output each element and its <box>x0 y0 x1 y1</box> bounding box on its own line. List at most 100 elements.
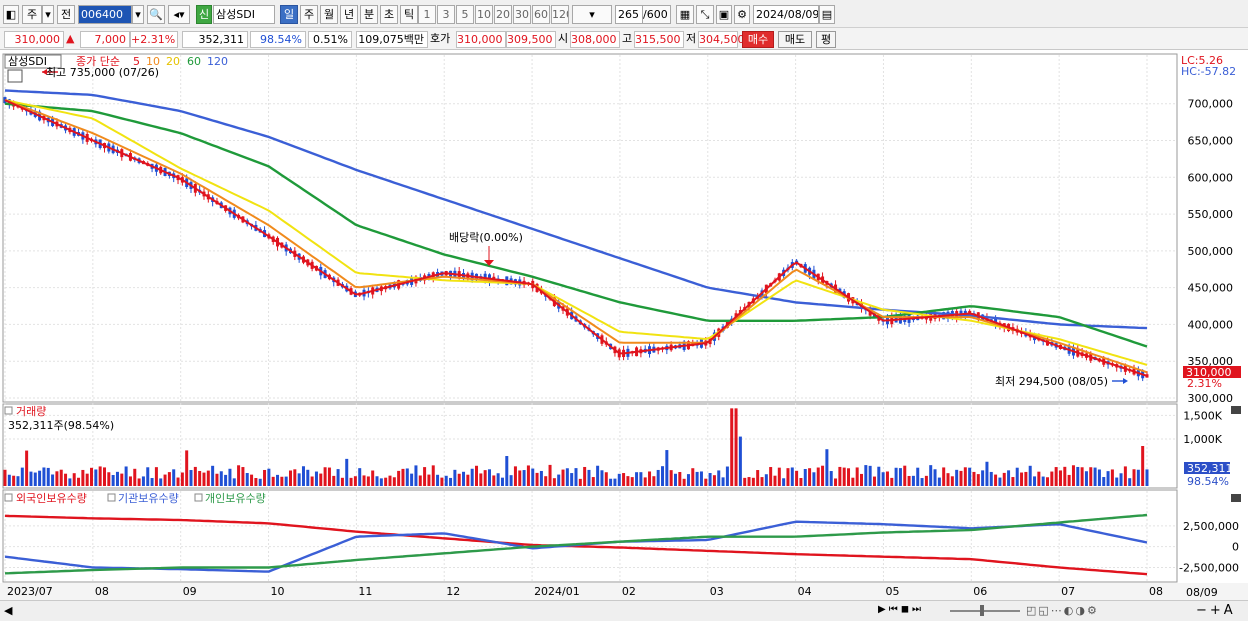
volume-bar <box>981 470 985 486</box>
interval-tab-30[interactable]: 30 <box>513 5 531 24</box>
code-dropdown-icon[interactable]: ▾ <box>132 5 144 24</box>
chart-tool-icons[interactable]: ◰◱⋯◐◑⚙ <box>1026 604 1099 617</box>
dividend-arrow-icon <box>484 260 494 266</box>
eval-button[interactable]: 평 <box>816 31 836 48</box>
zoom-slider[interactable] <box>950 610 1020 612</box>
volume-bar <box>898 468 902 486</box>
interval-tab-120[interactable]: 120 <box>551 5 569 24</box>
volume-bar <box>323 467 327 486</box>
period-tab-5[interactable]: 초 <box>380 5 398 24</box>
period-tab-1[interactable]: 주 <box>300 5 318 24</box>
interval-tab-20[interactable]: 20 <box>494 5 512 24</box>
volume-bar <box>864 465 868 486</box>
zoom-buttons[interactable]: −+A <box>1196 603 1236 618</box>
volume-bar <box>976 474 980 486</box>
volume-bar <box>16 476 20 486</box>
interval-tab-5[interactable]: 5 <box>456 5 474 24</box>
x-tick-label: 07 <box>1061 585 1075 598</box>
volume-bar <box>963 467 967 486</box>
volume-bar <box>293 469 297 486</box>
data-count-input[interactable]: 265 <box>615 5 643 24</box>
sell-button[interactable]: 매도 <box>778 31 812 48</box>
date-field[interactable]: 2024/08/09 <box>753 5 819 24</box>
scroll-left-icon[interactable]: ◀ <box>4 604 13 617</box>
interval-tab-3[interactable]: 3 <box>437 5 455 24</box>
lc-value: LC:5.26 <box>1181 54 1223 67</box>
period-tab-4[interactable]: 분 <box>360 5 378 24</box>
period-tab-0[interactable]: 일 <box>280 5 298 24</box>
volume-bar <box>1110 469 1114 486</box>
interval-tab-1[interactable]: 1 <box>418 5 436 24</box>
prev-next-icon[interactable]: ◂▾ <box>168 5 190 24</box>
stock-chart[interactable]: 2023/07 08 09 10 11 12 2024/01 02 03 04 05 06 07 08 70… <box>0 50 1248 600</box>
institution-toggle[interactable] <box>107 493 116 502</box>
buy-button[interactable]: 매수 <box>742 31 774 48</box>
volume-bar <box>1041 476 1045 486</box>
playback-controls[interactable]: ▶⏮◼⏭ <box>878 604 924 615</box>
calculator-icon[interactable] <box>7 69 23 83</box>
period-tab-2[interactable]: 월 <box>320 5 338 24</box>
volume-bar <box>42 467 46 486</box>
volume-bar <box>440 477 444 486</box>
candle-style-icon[interactable]: ▦ <box>676 5 694 24</box>
zoom-slider-handle[interactable] <box>980 605 984 616</box>
volume-bar <box>215 473 219 486</box>
volume-bar <box>263 469 267 486</box>
x-tick-label: 03 <box>710 585 724 598</box>
price-change-pct: +2.31% <box>130 31 178 48</box>
volume-bar <box>998 477 1002 486</box>
volume-bar <box>55 471 59 486</box>
gear-icon[interactable]: ⚙ <box>734 5 750 24</box>
volume-bar <box>989 471 993 486</box>
volume-bar <box>159 478 163 486</box>
market-dropdown-icon[interactable]: ▾ <box>42 5 54 24</box>
individual-toggle[interactable] <box>194 493 203 502</box>
stock-code-input[interactable]: 006400 <box>78 5 132 24</box>
holdings-panel-close-icon[interactable] <box>1231 494 1241 502</box>
holdings-panel-toggle[interactable] <box>4 493 13 502</box>
volume-bar <box>795 470 799 486</box>
x-tick-label: 02 <box>622 585 636 598</box>
save-icon[interactable]: ▣ <box>716 5 732 24</box>
volume-bar <box>812 472 816 486</box>
volume-panel-close-icon[interactable] <box>1231 406 1241 414</box>
volume-bar <box>189 470 193 486</box>
volume-bar <box>760 477 764 486</box>
volume-bar <box>1071 465 1075 486</box>
calendar-icon[interactable]: ▤ <box>819 5 835 24</box>
volume-bar <box>561 469 565 486</box>
stock-name-field[interactable]: 삼성SDI <box>213 5 275 24</box>
volume-bar <box>1076 466 1080 486</box>
volume-bar <box>578 478 582 486</box>
price-y-tick: 700,000 <box>1188 98 1234 111</box>
volume-panel-toggle[interactable] <box>4 406 13 415</box>
chart-scrollbar[interactable]: ◀ ▶⏮◼⏭ ◰◱⋯◐◑⚙ −+A <box>0 600 1248 621</box>
volume-bar <box>661 466 665 486</box>
volume-bar <box>487 469 491 486</box>
data-count-max: /600 <box>643 5 671 24</box>
search-icon[interactable]: 🔍 <box>147 5 165 24</box>
window-menu-icon[interactable]: ◧ <box>3 5 19 24</box>
volume-bar <box>51 474 55 486</box>
volume-bar <box>686 474 690 486</box>
volume-bar <box>1028 465 1032 486</box>
volume-bar <box>678 472 682 486</box>
volume-bar <box>211 465 215 486</box>
period-tab-3[interactable]: 년 <box>340 5 358 24</box>
volume-bar <box>955 469 959 486</box>
chart-canvas[interactable]: 2023/07 08 09 10 11 12 2024/01 02 03 04 05 06 07 0870… <box>0 50 1248 600</box>
prefix-label[interactable]: 전 <box>57 5 75 24</box>
interval-tab-60[interactable]: 60 <box>532 5 550 24</box>
volume-bar <box>855 467 859 486</box>
volume-bar <box>301 466 305 486</box>
volume-bar <box>444 475 448 486</box>
interval-tab-10[interactable]: 10 <box>475 5 493 24</box>
volume-bar <box>345 458 349 486</box>
interval-select[interactable]: ▾ <box>572 5 612 24</box>
hc-value: HC:-57.82 <box>1181 65 1236 78</box>
market-select[interactable]: 주 <box>22 5 42 24</box>
period-tab-6[interactable]: 틱 <box>400 5 418 24</box>
draw-line-icon[interactable]: ⤡ <box>696 5 714 24</box>
volume-bar <box>738 436 742 486</box>
volume-bar <box>314 471 318 486</box>
